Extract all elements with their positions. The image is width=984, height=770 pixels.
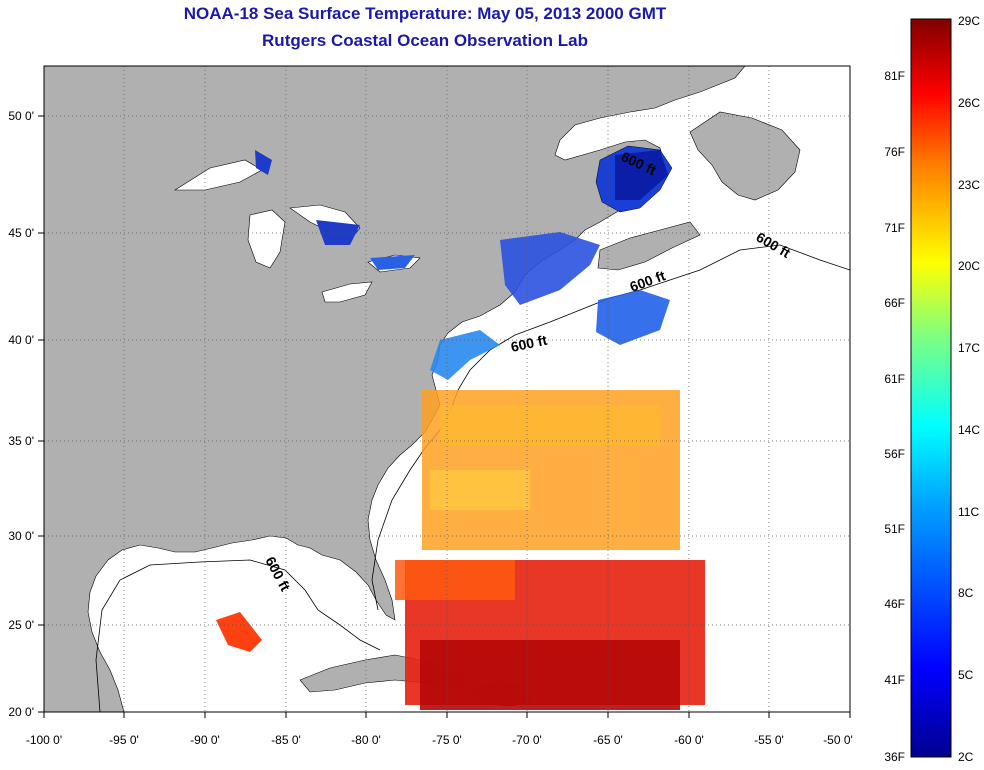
colorbar-c-label: 14C: [958, 423, 980, 437]
lon-tick-label: -90 0': [190, 733, 220, 747]
colorbar-c-label: 2C: [958, 750, 974, 764]
lon-tick-label: -75 0': [432, 733, 462, 747]
lon-tick-label: -100 0': [26, 733, 62, 747]
lat-tick-label: 30 0': [8, 529, 34, 543]
colorbar: [910, 18, 952, 758]
lat-axis: 50 0' 45 0' 40 0' 35 0' 30 0' 25 0' 20 0…: [8, 109, 34, 719]
lat-tick-label: 35 0': [8, 434, 34, 448]
lon-tick-label: -85 0': [271, 733, 301, 747]
colorbar-c-label: 29C: [958, 14, 980, 28]
land-nova-scotia: [597, 221, 701, 271]
lon-tick-label: -50 0': [823, 733, 853, 747]
land-newfoundland: [689, 111, 801, 201]
colorbar-c-label: 17C: [958, 341, 980, 355]
colorbar-f-label: 61F: [884, 372, 905, 386]
lon-tick-label: -55 0': [754, 733, 784, 747]
colorbar-celsius-labels: 29C 26C 23C 20C 17C 14C 11C 8C 5C 2C: [958, 14, 980, 764]
lat-tick-label: 45 0': [8, 226, 34, 240]
lat-tick-label: 20 0': [8, 705, 34, 719]
lat-tick-label: 50 0': [8, 109, 34, 123]
contour-600ft-atlantic: [371, 244, 850, 611]
colorbar-f-label: 81F: [884, 69, 905, 83]
colorbar-f-label: 71F: [884, 221, 905, 235]
colorbar-c-label: 5C: [958, 668, 974, 682]
colorbar-fahrenheit-labels: 81F 76F 71F 66F 61F 56F 51F 46F 41F 36F: [884, 69, 905, 764]
lon-tick-label: -95 0': [109, 733, 139, 747]
colorbar-c-label: 26C: [958, 96, 980, 110]
colorbar-f-label: 66F: [884, 296, 905, 310]
sst-data: [216, 150, 705, 710]
contour-label: 600 ft: [509, 332, 548, 355]
lon-tick-label: -60 0': [674, 733, 704, 747]
colorbar-c-label: 11C: [958, 505, 979, 519]
lon-tick-label: -65 0': [593, 733, 623, 747]
colorbar-f-label: 36F: [884, 750, 905, 764]
colorbar-f-label: 46F: [884, 597, 905, 611]
map-title: NOAA-18 Sea Surface Temperature: May 05,…: [183, 4, 667, 23]
colorbar-f-label: 56F: [884, 447, 905, 461]
colorbar-f-label: 76F: [884, 145, 905, 159]
lon-tick-label: -80 0': [351, 733, 381, 747]
colorbar-c-label: 20C: [958, 259, 980, 273]
lon-axis: -100 0' -95 0' -90 0' -85 0' -80 0' -75 …: [26, 733, 853, 747]
map-subtitle: Rutgers Coastal Ocean Observation Lab: [262, 31, 588, 50]
land-north-america: [44, 66, 746, 712]
lat-tick-label: 25 0': [8, 618, 34, 632]
lon-tick-label: -70 0': [512, 733, 542, 747]
colorbar-c-label: 23C: [958, 178, 980, 192]
colorbar-c-label: 8C: [958, 586, 974, 600]
lat-tick-label: 40 0': [8, 333, 34, 347]
colorbar-f-label: 51F: [884, 522, 905, 536]
colorbar-f-label: 41F: [884, 673, 905, 687]
tick-marks: [38, 115, 851, 718]
